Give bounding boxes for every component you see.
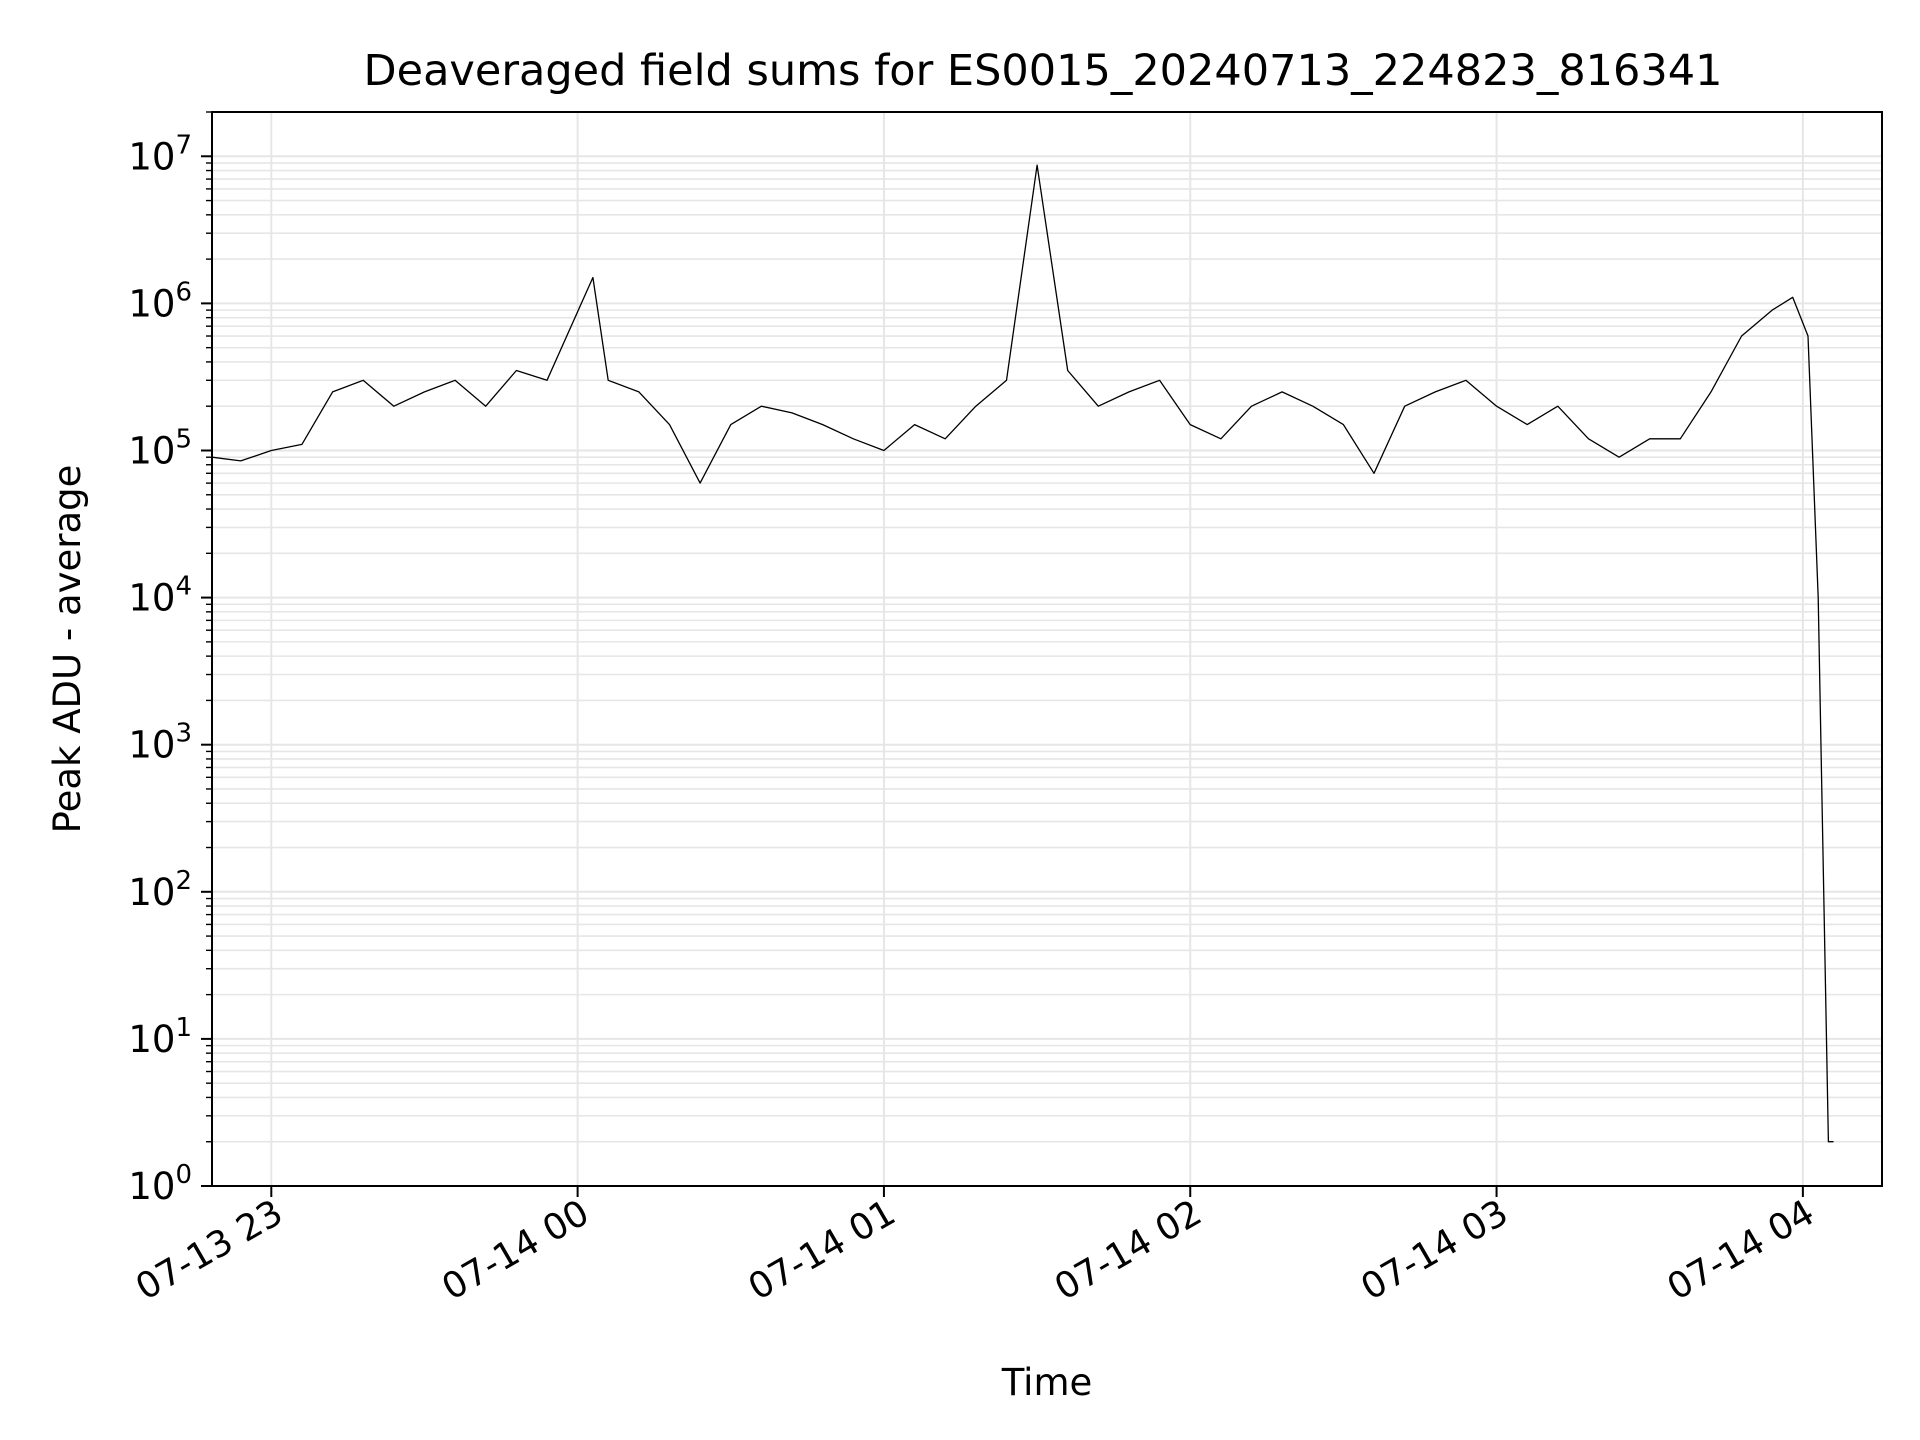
series-line: [211, 164, 1834, 1143]
x-axis-label: Time: [1001, 1361, 1093, 1404]
y-tick-label: 101: [128, 1013, 192, 1061]
chart-title: Deaveraged field sums for ES0015_2024071…: [364, 46, 1723, 96]
y-axis-label: Peak ADU - average: [46, 465, 89, 834]
minor-gridlines: [212, 111, 1882, 1143]
plot-frame: [211, 111, 1883, 1187]
major-gridlines: [212, 112, 1882, 1187]
y-tick-label: 103: [128, 719, 192, 767]
y-tick-label: 106: [128, 277, 192, 325]
y-tick-label: 107: [128, 130, 192, 178]
y-axis: 100 101 102 103 104 105 106 107: [128, 111, 212, 1208]
y-tick-label: 102: [128, 866, 192, 914]
y-tick-label: 104: [128, 572, 192, 620]
y-tick-label: 100: [128, 1160, 192, 1208]
y-tick-label: 105: [128, 424, 192, 472]
